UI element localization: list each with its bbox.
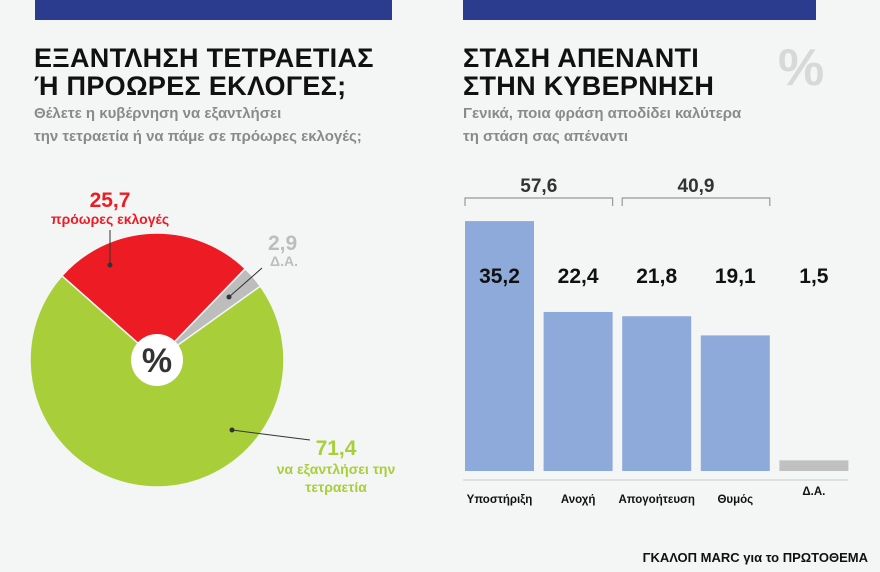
left-subtitle-line2: την τετραετία ή να πάμε σε πρόωρες εκλογ… xyxy=(34,128,362,145)
bar-category-label: Ανοχή xyxy=(561,494,596,506)
bar-category-label: Θυμός xyxy=(717,494,753,506)
pie-value-label: 2,9 xyxy=(268,232,297,255)
group-bracket xyxy=(621,197,771,206)
pie-category-label: να εξαντλήσει την xyxy=(277,461,396,477)
percent-watermark: % xyxy=(778,39,825,97)
pie-category-label: τετραετία xyxy=(305,479,367,495)
bar-value-label: 22,4 xyxy=(558,265,599,288)
right-title-line2: ΣΤΗΝ ΚΥΒΕΡΝΗΣΗ xyxy=(463,71,715,101)
left-subtitle-line1: Θέλετε η κυβέρνηση να εξαντλήσει xyxy=(34,105,282,122)
bar-value-label: 1,5 xyxy=(799,265,829,288)
right-title: ΣΤΑΣΗ ΑΠΕΝΑΝΤΙ ΣΤΗΝ ΚΥΒΕΡΝΗΣΗ xyxy=(463,44,714,100)
bar xyxy=(779,460,849,471)
left-title-line2: Ή ΠΡΟΩΡΕΣ ΕΚΛΟΓΕΣ; xyxy=(34,71,347,101)
bar-category-label: Δ.Α. xyxy=(802,486,825,498)
group-total-label: 40,9 xyxy=(678,176,715,197)
group-bracket xyxy=(464,197,614,206)
pie-center-percent: % xyxy=(142,342,172,380)
header-bar-right xyxy=(463,0,816,20)
group-total-label: 57,6 xyxy=(520,176,557,197)
leader-line xyxy=(231,429,311,441)
left-subtitle: Θέλετε η κυβέρνηση να εξαντλήσει την τετ… xyxy=(34,102,362,148)
bar xyxy=(700,335,770,471)
leader-dot xyxy=(229,427,235,433)
pie-value-label: 25,7 xyxy=(90,189,131,212)
bar xyxy=(622,316,692,471)
leader-line xyxy=(228,267,263,298)
bar-value-label: 35,2 xyxy=(479,265,520,288)
bar-value-label: 19,1 xyxy=(715,265,756,288)
bar-value-label: 21,8 xyxy=(636,265,677,288)
leader-dot xyxy=(226,294,232,300)
leader-dot xyxy=(107,262,113,268)
left-title-line1: ΕΞΑΝΤΛΗΣΗ ΤΕΤΡΑΕΤΙΑΣ xyxy=(34,43,374,73)
pie-category-label: πρόωρες εκλογές xyxy=(51,211,169,227)
right-subtitle-line1: Γενικά, ποια φράση αποδίδει καλύτερα xyxy=(463,105,742,122)
right-subtitle-line2: τη στάση σας απέναντι xyxy=(463,128,629,145)
pie-value-label: 71,4 xyxy=(316,437,357,460)
source-credit: ΓΚΑΛΟΠ MARC για το ΠΡΩΤΟΘΕΜΑ xyxy=(642,550,868,565)
header-bar-left xyxy=(35,0,392,20)
right-title-line1: ΣΤΑΣΗ ΑΠΕΝΑΝΤΙ xyxy=(463,43,700,73)
bar-category-label: Απογοήτευση xyxy=(618,494,694,506)
left-title: ΕΞΑΝΤΛΗΣΗ ΤΕΤΡΑΕΤΙΑΣ Ή ΠΡΟΩΡΕΣ ΕΚΛΟΓΕΣ; xyxy=(34,44,374,100)
right-subtitle: Γενικά, ποια φράση αποδίδει καλύτερα τη … xyxy=(463,102,741,148)
bar xyxy=(465,221,534,471)
pie-category-label: Δ.Α. xyxy=(270,253,298,269)
bar-category-label: Υποστήριξη xyxy=(467,494,533,506)
bar xyxy=(543,311,613,471)
pie-center-circle xyxy=(131,334,183,386)
